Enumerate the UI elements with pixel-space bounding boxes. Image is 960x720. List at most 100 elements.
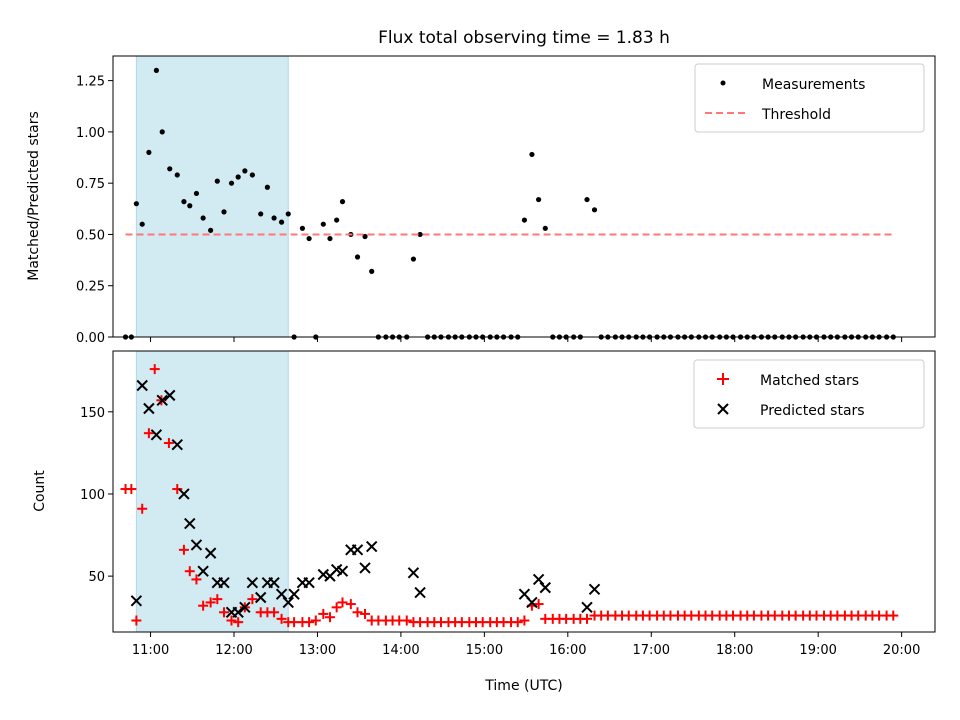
matched-star-point xyxy=(131,615,142,626)
x-tick-label: 13:00 xyxy=(299,643,336,658)
x-tick-label: 18:00 xyxy=(716,643,753,658)
measurement-point xyxy=(133,201,139,207)
matched-star-point xyxy=(233,617,244,628)
matched-star-point xyxy=(184,566,195,577)
measurement-point xyxy=(369,268,375,274)
predicted-star-point xyxy=(532,573,545,586)
measurement-point xyxy=(410,256,417,262)
predicted-star-point xyxy=(407,567,420,579)
matched-star-point xyxy=(149,364,160,375)
matched-star-point xyxy=(126,484,137,495)
measurement-point xyxy=(153,67,159,73)
top-shaded-span xyxy=(135,55,289,338)
measurement-point xyxy=(529,151,535,158)
legend-predicted-label: Predicted stars xyxy=(760,403,865,419)
matched-star-point xyxy=(337,597,348,608)
predicted-star-point xyxy=(414,586,426,599)
predicted-star-point xyxy=(197,565,209,577)
top-legend: Measurements Threshold xyxy=(694,63,925,133)
matched-star-point xyxy=(533,599,544,610)
measurement-point xyxy=(264,184,270,190)
predicted-star-point xyxy=(156,394,168,407)
measurement-point xyxy=(306,235,312,242)
predicted-star-point xyxy=(232,606,244,618)
y-tick-label: 50 xyxy=(88,570,105,585)
measurement-point xyxy=(327,235,333,242)
predicted-star-point xyxy=(588,583,601,595)
measurement-point xyxy=(187,203,193,209)
legend-threshold-label: Threshold xyxy=(761,107,831,123)
legend-predicted-marker xyxy=(717,403,729,415)
measurement-point xyxy=(235,174,241,180)
predicted-star-point xyxy=(130,595,143,607)
measurement-point xyxy=(258,211,264,217)
measurement-point xyxy=(208,227,214,233)
measurement-point xyxy=(174,172,180,178)
matched-star-point xyxy=(360,608,371,619)
predicted-star-point xyxy=(581,601,593,614)
predicted-star-point xyxy=(171,438,183,451)
measurement-point xyxy=(354,254,361,260)
chart-title: Flux total observing time = 1.83 h xyxy=(378,28,670,48)
measurement-point xyxy=(334,217,340,223)
measurement-point xyxy=(146,149,152,156)
predicted-star-point xyxy=(365,540,378,553)
y-tick-label: 1.00 xyxy=(76,126,105,141)
measurement-point xyxy=(299,225,306,231)
matched-star-point xyxy=(143,428,154,439)
measurement-point xyxy=(278,219,285,225)
y-tick-label: 0.25 xyxy=(76,280,105,295)
predicted-star-point xyxy=(184,517,196,530)
predicted-star-point xyxy=(336,565,349,577)
predicted-star-point xyxy=(136,379,148,392)
predicted-star-point xyxy=(268,576,280,589)
x-tick-label: 17:00 xyxy=(633,643,670,658)
measurement-point xyxy=(591,207,598,213)
measurement-point xyxy=(214,178,220,184)
predicted-star-point xyxy=(303,576,315,589)
predicted-star-point xyxy=(204,547,217,559)
measurement-point xyxy=(159,129,165,135)
top-marks xyxy=(122,67,896,340)
top-y-ticks: 0.00 0.25 0.50 0.75 1.00 1.25 xyxy=(76,75,113,346)
predicted-star-point xyxy=(359,562,371,574)
predicted-star-point xyxy=(190,539,203,551)
predicted-star-point xyxy=(526,596,538,609)
predicted-star-point xyxy=(539,581,551,594)
matched-star-point xyxy=(289,617,300,628)
legend-measurements-label: Measurements xyxy=(762,77,865,93)
predicted-star-point xyxy=(317,568,330,581)
matched-star-point xyxy=(198,600,209,611)
predicted-star-point xyxy=(150,429,163,441)
x-axis-label: Time (UTC) xyxy=(484,678,562,694)
y-tick-label: 0.00 xyxy=(76,331,105,346)
predicted-star-point xyxy=(218,576,230,589)
matched-star-point xyxy=(310,615,321,626)
bottom-axes-frame xyxy=(112,350,936,633)
measurement-point xyxy=(167,166,173,172)
x-tick-label: 16:00 xyxy=(549,643,586,658)
bottom-marks xyxy=(120,364,899,628)
x-tick-label: 20:00 xyxy=(883,643,920,658)
bottom-legend: Matched stars Predicted stars xyxy=(693,359,925,429)
measurement-point xyxy=(200,215,206,221)
predicted-star-point xyxy=(239,601,251,614)
measurement-point xyxy=(228,180,235,186)
matched-star-point xyxy=(331,602,342,613)
matched-star-point xyxy=(172,484,183,495)
x-tick-label: 19:00 xyxy=(799,643,836,658)
measurement-point xyxy=(417,231,423,238)
matched-star-point xyxy=(345,599,356,610)
matched-star-point xyxy=(269,607,280,618)
measurement-point xyxy=(362,233,368,240)
predicted-star-point xyxy=(246,576,259,589)
predicted-star-point xyxy=(164,389,176,402)
x-tick-label: 12:00 xyxy=(215,643,252,658)
matched-star-point xyxy=(191,574,202,585)
matched-star-point xyxy=(247,594,258,605)
matched-star-point xyxy=(163,438,174,449)
predicted-star-point xyxy=(255,591,267,604)
y-tick-label: 150 xyxy=(80,406,105,421)
matched-star-point xyxy=(512,617,523,628)
